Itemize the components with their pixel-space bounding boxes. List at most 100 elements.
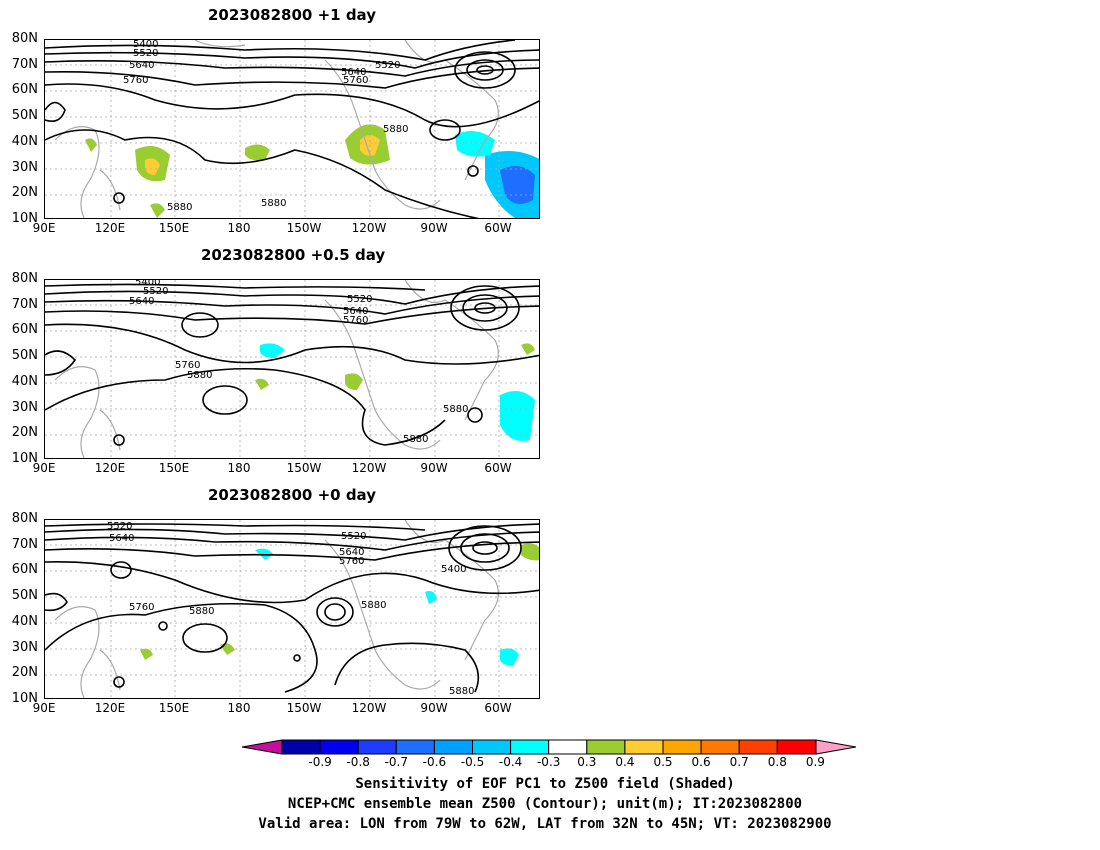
panel-title: 2023082800 +0.5 day	[201, 246, 386, 264]
contours	[45, 40, 539, 218]
lat-tick-label: 10N	[11, 450, 38, 466]
shade-positive	[521, 543, 539, 561]
lon-tick-label: 150W	[286, 221, 322, 235]
lat-tick-label: 30N	[11, 399, 38, 415]
lat-tick-label: 40N	[11, 613, 38, 629]
lon-tick-label: 120E	[94, 701, 126, 715]
contour-label: 5880	[167, 202, 192, 213]
lat-tick-label: 80N	[11, 271, 38, 286]
lat-tick-label: 10N	[11, 690, 38, 706]
colorbar-swatch	[319, 739, 359, 755]
contour-label: 5640	[341, 67, 366, 78]
colorbar-tick-label: 0.7	[729, 755, 749, 769]
lon-tick-label: 90W	[420, 461, 448, 475]
contour-label-group: 5400 5520 5640 5520 5640 5760 5760 5880 …	[129, 280, 468, 445]
contour-label: 5760	[343, 75, 368, 86]
colorbar-swatch	[624, 739, 664, 755]
lon-tick-label: 150E	[158, 461, 190, 475]
contour-label: 5520	[133, 48, 158, 59]
lon-tick-label: 150E	[158, 701, 190, 715]
shade-positive	[85, 138, 97, 152]
contour-label: 5760	[339, 556, 364, 567]
lat-tick-label: 70N	[11, 536, 38, 552]
panel-title: 2023082800 +0 day	[208, 486, 376, 504]
caption-valid-area: Valid area: LON from 79W to 62W, LAT fro…	[258, 816, 832, 832]
lat-tick-label: 40N	[11, 133, 38, 149]
shade-positive	[145, 158, 160, 175]
lat-tick-label: 50N	[11, 348, 38, 364]
lat-tick-label: 60N	[11, 562, 38, 578]
contours	[45, 283, 539, 446]
shade-negative	[425, 591, 437, 604]
shade-positive	[255, 378, 269, 390]
coastline	[54, 520, 499, 698]
grid	[45, 280, 539, 458]
shade-positive	[245, 144, 270, 161]
contour-label: 5640	[109, 533, 134, 544]
lon-tick-label: 90E	[32, 221, 56, 235]
colorbar-tick-label: 0.6	[691, 755, 711, 769]
colorbar-high-arrow	[815, 739, 857, 755]
shade-positive	[521, 343, 535, 355]
contour-label: 5760	[343, 315, 368, 326]
contour-label: 5640	[343, 306, 368, 317]
colorbar-tick-label: 0.8	[767, 755, 787, 769]
lon-tick-label: 150E	[158, 221, 190, 235]
colorbar-swatch	[776, 739, 816, 755]
contour-label: 5520	[143, 286, 168, 297]
colorbar-swatch	[395, 739, 435, 755]
lat-tick-label: 20N	[11, 425, 38, 441]
contour-plot: 5400 5520 5640 5520 5640 5760 5760 5880 …	[45, 280, 539, 458]
lon-tick-label: 120W	[351, 221, 387, 235]
colorbar-tick-label: -0.8	[346, 755, 370, 769]
lat-tick-label: 20N	[11, 185, 38, 201]
lat-tick-label: 30N	[11, 639, 38, 655]
lat-tick-label: 80N	[11, 511, 38, 526]
map-panel: 5520 5640 5520 5640 5760 5760 5880 5880 …	[44, 519, 540, 699]
contour-label: 5400	[133, 40, 158, 50]
shade-negative	[260, 343, 285, 358]
lon-tick-label: 120W	[351, 461, 387, 475]
shade-negative	[500, 648, 519, 666]
lon-tick-label: 120W	[351, 701, 387, 715]
lat-tick-label: 60N	[11, 322, 38, 338]
contour-plot: 5400 5520 5640 5760 5640 5760 5520 5880 …	[45, 40, 539, 218]
lat-tick-label: 10N	[11, 210, 38, 226]
contour-label: 5880	[403, 434, 428, 445]
lon-tick-label: 60W	[484, 461, 512, 475]
colorbar-swatch	[281, 739, 321, 755]
lon-tick-label: 60W	[484, 221, 512, 235]
colorbar-tick-label: -0.3	[536, 755, 561, 769]
contour-label: 5760	[123, 75, 148, 86]
contour-label: 5880	[443, 404, 468, 415]
contour-label: 5400	[441, 564, 466, 575]
colorbar-swatch	[433, 739, 473, 755]
caption-contour: NCEP+CMC ensemble mean Z500 (Contour); u…	[287, 796, 803, 812]
colorbar-svg	[241, 739, 857, 755]
lat-tick-label: 30N	[11, 159, 38, 175]
contour-label: 5880	[449, 686, 474, 697]
shade-positive	[345, 373, 363, 390]
map-panel: 5400 5520 5640 5760 5640 5760 5520 5880 …	[44, 39, 540, 219]
colorbar-tick-label: -0.5	[460, 755, 485, 769]
colorbar-swatch	[662, 739, 702, 755]
colorbar-swatch	[357, 739, 397, 755]
lon-tick-label: 180	[227, 221, 251, 235]
grid	[45, 40, 539, 218]
contour-label: 5760	[129, 602, 154, 613]
lon-tick-label: 90W	[420, 701, 448, 715]
contour-label: 5760	[175, 360, 200, 371]
contour-label: 5400	[135, 280, 160, 288]
lon-tick-label: 120E	[94, 461, 126, 475]
lat-tick-label: 80N	[11, 31, 38, 46]
lon-tick-label: 120E	[94, 221, 126, 235]
shade-negative	[500, 166, 535, 204]
shade-positive	[140, 648, 153, 660]
contour-plot: 5520 5640 5520 5640 5760 5760 5880 5880 …	[45, 520, 539, 698]
lon-tick-label: 90W	[420, 221, 448, 235]
contour-label: 5520	[375, 60, 400, 71]
lat-tick-label: 50N	[11, 588, 38, 604]
contour-label: 5640	[129, 296, 154, 307]
colorbar-swatch	[548, 739, 588, 755]
lat-tick-label: 40N	[11, 373, 38, 389]
